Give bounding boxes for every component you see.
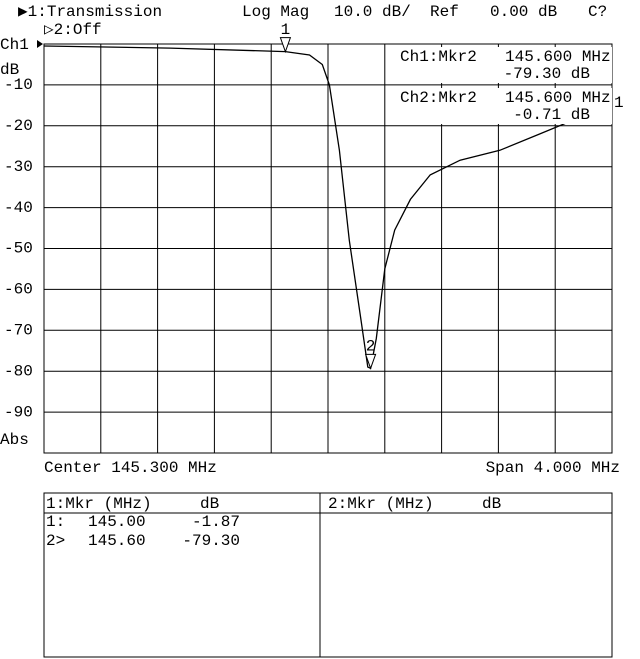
readout-marker: Ch1:Mkr2 [400,48,477,66]
marker-table: 1:Mkr (MHz) dB 2:Mkr (MHz) dB 1: 145.00 … [43,492,613,658]
channel2-label: ▷2:Off [44,21,102,39]
table-cell: 2> [46,532,65,550]
bottom-label: Abs [0,431,29,449]
table-header: 1:Mkr (MHz) [46,495,152,513]
trace-label: 1 [614,94,624,112]
marker-label: 2 [366,338,376,356]
y-tick-label: -60 [4,281,33,299]
ref-arrow [37,40,43,48]
table-header: dB [482,495,501,513]
scale-label: 10.0 dB/ [334,3,411,21]
readout-marker: Ch2:Mkr2 [400,89,477,107]
ref-label: Ref [430,3,459,21]
table-cell: 145.60 [88,532,146,550]
readout-value: -79.30 dB [504,65,590,83]
table-cell: 145.00 [88,513,146,531]
y-tick-label: -30 [4,158,33,176]
table-cell: 1: [46,513,65,531]
y-tick-label: -40 [4,199,33,217]
y-tick-label: -10 [4,76,33,94]
y-tick-label: -80 [4,362,33,380]
marker [364,353,377,370]
channel-label: Ch1 [0,36,29,54]
readout-value: -0.71 dB [513,106,590,124]
readout-background [396,47,612,83]
table-cell: -1.87 [192,513,240,531]
marker [279,37,292,54]
readout-background [396,88,612,124]
y-tick-label: -70 [4,322,33,340]
center-label: Center 145.300 MHz [44,459,217,477]
y-tick-label: -20 [4,117,33,135]
readout-frequency: 145.600 MHz [505,48,611,66]
channel1-label: ▶1:Transmission [18,3,162,21]
table-cell: -79.30 [182,532,240,550]
marker-label: 1 [281,21,291,39]
y-tick-label: -50 [4,240,33,258]
format-label: Log Mag [242,3,309,21]
table-header: 2:Mkr (MHz) [328,495,434,513]
y-axis-label: dB [0,61,19,79]
span-label: Span 4.000 MHz [486,459,620,477]
cal-status: C? [588,3,607,21]
y-tick-label: -90 [4,403,33,421]
ref-value: 0.00 dB [490,3,557,21]
table-frame [43,492,613,658]
table-header: dB [200,495,219,513]
readout-frequency: 145.600 MHz [505,89,611,107]
